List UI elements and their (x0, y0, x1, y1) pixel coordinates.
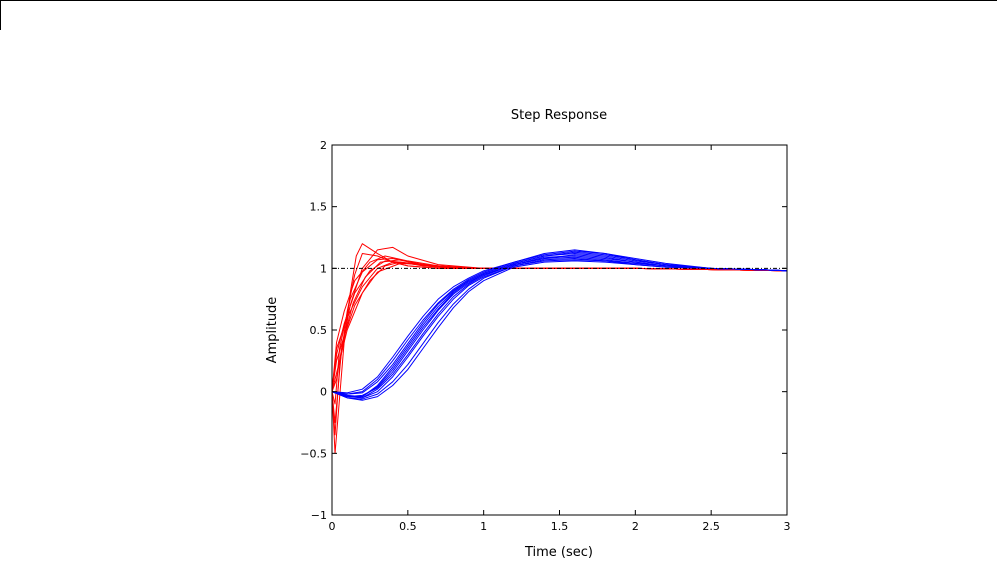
response-curve-fast-5 (331, 246, 788, 423)
plot-frame (331, 144, 788, 516)
response-curve-slow-10 (331, 250, 788, 394)
response-curve-slow-2 (331, 253, 788, 398)
y-tick-label: 0.5 (310, 324, 328, 337)
page-header-rule (0, 0, 997, 1)
x-axis-title: Time (sec) (524, 545, 593, 560)
x-tick-label: 2.5 (702, 520, 720, 533)
response-curve-slow-5 (331, 255, 788, 398)
response-curve-slow-1 (331, 256, 788, 399)
response-curve-slow-9 (331, 254, 788, 398)
response-curve-fast-4 (331, 261, 788, 392)
y-tick-label: −0.5 (300, 447, 327, 460)
response-curve-fast-2 (331, 243, 788, 454)
response-curve-fast-3 (331, 260, 788, 392)
x-tick-label: 1.5 (551, 520, 569, 533)
x-tick-label: 0 (329, 520, 336, 533)
response-curve-fast-6 (331, 261, 788, 392)
curve-group-fast (331, 243, 788, 454)
page-corner-mark (0, 0, 1, 30)
x-tick-label: 0.5 (399, 520, 417, 533)
response-curve-slow-6 (331, 260, 788, 401)
x-tick-label: 2 (632, 520, 639, 533)
response-curve-fast-1 (331, 253, 788, 436)
curves-layer (331, 243, 788, 454)
y-axis-title: Amplitude (265, 297, 280, 364)
y-tick-label: 0 (320, 386, 327, 399)
x-tick-label: 3 (784, 520, 791, 533)
ticks-layer: 0 0.5 1 1.5 2 2.5 3 −1 −0.5 0 0.5 1 1.5 2 (300, 139, 790, 533)
y-tick-label: 2 (320, 139, 327, 152)
response-curve-fast-10 (331, 259, 788, 392)
y-tick-label: −1 (311, 509, 327, 522)
response-curve-slow-7 (331, 251, 788, 395)
chart-title: Step Response (511, 108, 607, 123)
y-tick-label: 1.5 (310, 201, 328, 214)
curve-group-slow (331, 249, 788, 401)
y-tick-label: 1 (320, 262, 327, 275)
x-tick-label: 1 (480, 520, 487, 533)
response-curve-fast-9 (331, 255, 788, 392)
response-curve-fast-7 (331, 257, 788, 405)
